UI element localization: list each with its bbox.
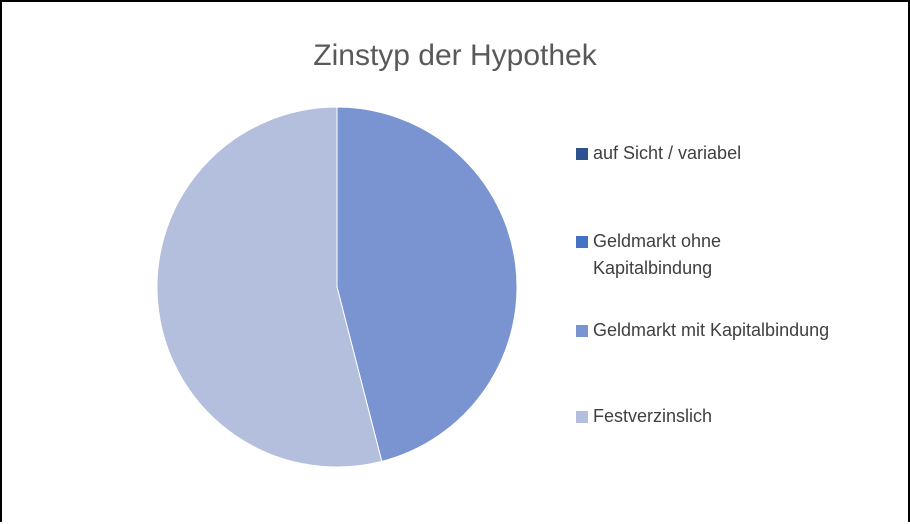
chart-title: Zinstyp der Hypothek (313, 39, 597, 72)
legend-item: Geldmarkt mit Kapitalbindung (576, 317, 903, 344)
legend-label: Geldmarkt mit Kapitalbindung (593, 320, 830, 340)
legend-label: Geldmarkt ohne Kapitalbindung (593, 231, 722, 278)
legend-swatch (576, 236, 588, 248)
legend-item: Geldmarkt ohne Kapitalbindung (576, 228, 783, 282)
legend-swatch (576, 325, 588, 337)
legend-item: Festverzinslich (576, 403, 903, 430)
legend-swatch (576, 411, 588, 423)
legend-label: auf Sicht / variabel (593, 143, 742, 163)
legend-label: Festverzinslich (593, 406, 713, 426)
legend-item: auf Sicht / variabel (576, 140, 903, 167)
pie-slice (336, 106, 518, 462)
legend-swatch (576, 148, 588, 160)
pie-slice (156, 106, 383, 468)
